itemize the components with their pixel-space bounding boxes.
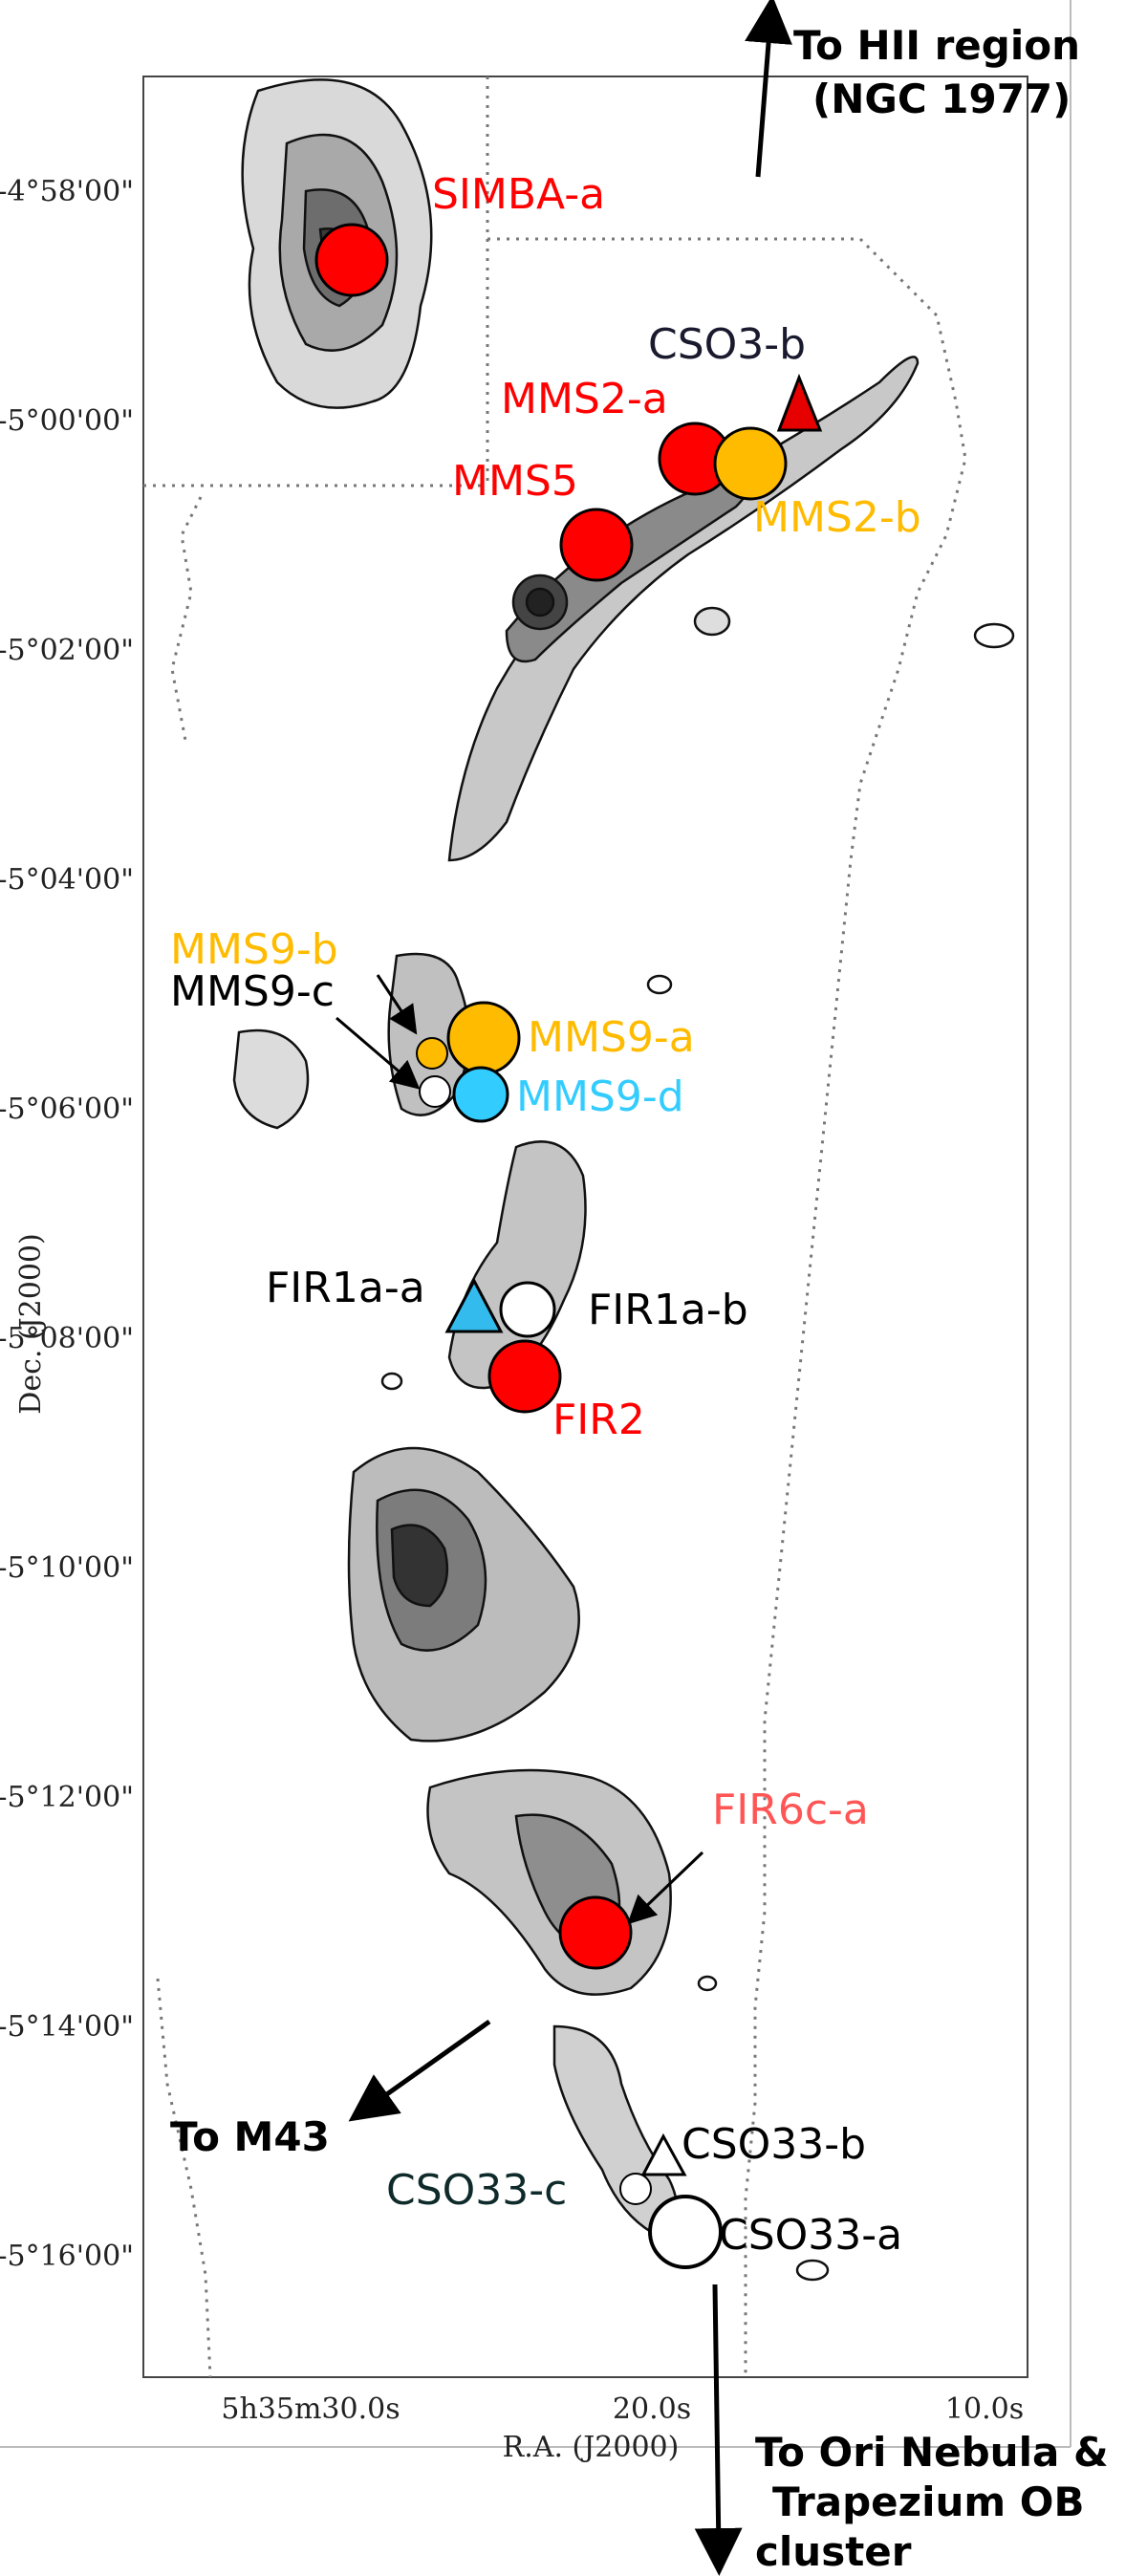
label-mms5: MMS5 xyxy=(452,457,578,506)
y-tick-label: -5°16'00" xyxy=(0,2240,134,2273)
label-ori-line1: To Ori Nebula & xyxy=(755,2429,1109,2476)
y-tick-label: -4°58'00" xyxy=(0,175,134,208)
label-cso33-a: CSO33-a xyxy=(719,2211,902,2260)
label-mms2-b: MMS2-b xyxy=(753,493,921,542)
source-markers xyxy=(314,223,823,2269)
y-tick-label: -5°12'00" xyxy=(0,1781,134,1814)
label-cso3-b: CSO3-b xyxy=(648,320,806,369)
pointer-mms9c xyxy=(335,1016,421,1090)
y-axis-title: Dec. (J2000) xyxy=(14,1233,48,1414)
label-cso33-c: CSO33-c xyxy=(386,2166,567,2215)
source-labels: SIMBA-a CSO3-b MMS2-a MMS2-b MMS5 MMS9-b… xyxy=(170,170,921,2260)
marker-cso33-a xyxy=(648,2195,723,2269)
y-tick-label: -5°06'00" xyxy=(0,1093,134,1126)
arrow-to-hii xyxy=(745,0,792,178)
label-cso33-b: CSO33-b xyxy=(682,2120,866,2169)
label-mms9-a: MMS9-a xyxy=(528,1013,695,1062)
y-tick-label: -5°00'00" xyxy=(0,404,134,438)
marker-fir2 xyxy=(487,1339,562,1414)
label-fir1a-b: FIR1a-b xyxy=(588,1286,748,1334)
label-fir1a-a: FIR1a-a xyxy=(266,1264,425,1312)
marker-simba-a xyxy=(314,223,389,297)
survey-boundaries xyxy=(143,76,967,2378)
label-fir6c-a: FIR6c-a xyxy=(712,1786,869,1834)
y-tick-label: -5°02'00" xyxy=(0,634,134,667)
marker-mms9-a xyxy=(446,1001,521,1075)
x-axis: 5h35m30.0s 20.0s 10.0s R.A. (J2000) xyxy=(221,2392,1024,2464)
marker-cso33-b xyxy=(640,2132,687,2176)
label-mms9-b: MMS9-b xyxy=(170,925,338,974)
marker-fir1a-b xyxy=(499,1281,556,1338)
marker-cso3-b xyxy=(776,373,823,432)
marker-mms2-b xyxy=(713,426,788,501)
label-mms9-c: MMS9-c xyxy=(170,967,335,1016)
arrow-to-m43 xyxy=(348,2019,491,2122)
label-hii-line1: To HII region xyxy=(793,22,1080,69)
x-axis-title: R.A. (J2000) xyxy=(503,2431,680,2464)
pointer-fir6c xyxy=(627,1851,704,1925)
marker-mms9-b xyxy=(416,1037,448,1070)
label-ori-line2: Trapezium OB xyxy=(772,2479,1084,2525)
label-ori-line3: cluster xyxy=(755,2528,912,2575)
y-tick-label: -5°10'00" xyxy=(0,1551,134,1585)
arrow-to-ori xyxy=(694,2284,743,2576)
marker-fir1a-a xyxy=(444,1277,504,1333)
label-simba-a: SIMBA-a xyxy=(432,170,605,219)
label-m43: To M43 xyxy=(170,2113,330,2160)
marker-mms9-d xyxy=(452,1066,509,1123)
x-tick-label: 10.0s xyxy=(945,2392,1024,2426)
x-tick-label: 5h35m30.0s xyxy=(221,2392,400,2426)
marker-mms5 xyxy=(559,508,634,582)
y-tick-label: -5°04'00" xyxy=(0,863,134,897)
direction-arrows xyxy=(335,0,792,2576)
marker-cso33-c xyxy=(619,2173,652,2205)
marker-mms9-c xyxy=(419,1075,451,1108)
label-hii-line2: (NGC 1977) xyxy=(812,76,1071,122)
label-fir2: FIR2 xyxy=(552,1396,645,1444)
direction-labels: To HII region (NGC 1977) To M43 To Ori N… xyxy=(170,22,1109,2575)
x-tick-label: 20.0s xyxy=(613,2392,691,2426)
y-tick-label: -5°08'00" xyxy=(0,1322,134,1355)
label-mms2-a: MMS2-a xyxy=(501,375,668,423)
y-axis: -4°58'00" -5°00'00" -5°02'00" -5°04'00" … xyxy=(0,175,134,2273)
label-mms9-d: MMS9-d xyxy=(516,1072,684,1121)
pointer-mms9b xyxy=(376,974,418,1035)
marker-fir6c-a xyxy=(558,1895,633,1970)
y-tick-label: -5°14'00" xyxy=(0,2010,134,2044)
